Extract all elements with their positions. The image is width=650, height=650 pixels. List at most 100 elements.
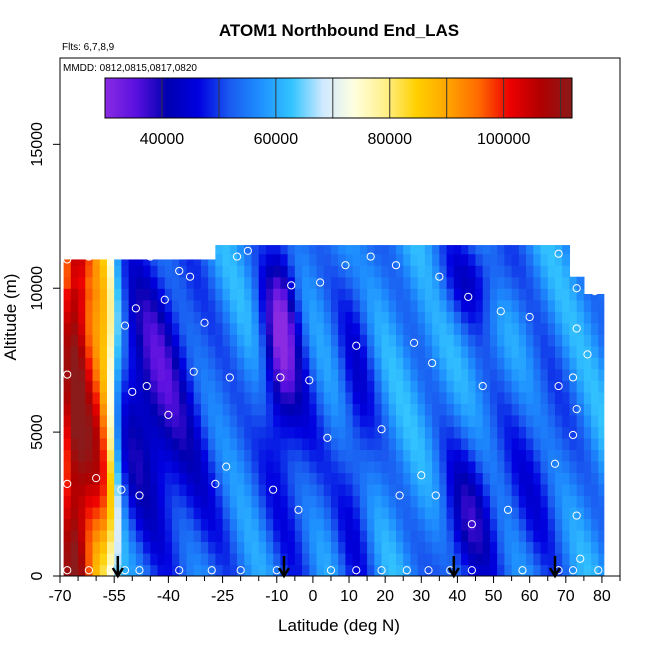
heatmap-cell	[396, 483, 404, 497]
heatmap-cell	[78, 414, 86, 427]
heatmap-cell	[461, 403, 469, 416]
heatmap-cell	[410, 345, 419, 358]
colorbar: 40000 60000 80000 100000	[104, 77, 573, 148]
heatmap-cell	[439, 276, 448, 289]
heatmap-cell	[302, 426, 310, 439]
heatmap-cell	[251, 472, 260, 485]
heatmap-cell	[461, 253, 469, 266]
heatmap-cell	[280, 276, 289, 289]
heatmap-cell	[518, 529, 527, 543]
heatmap-cell	[475, 345, 484, 358]
heatmap-cell	[70, 259, 79, 266]
heatmap-cell	[417, 245, 426, 255]
heatmap-cell	[244, 518, 253, 531]
heatmap-cell	[410, 552, 419, 566]
heatmap-cell	[200, 403, 209, 416]
heatmap-cell	[78, 288, 86, 301]
heatmap-cell	[554, 265, 563, 278]
heatmap-cell	[330, 449, 339, 462]
heatmap-cell	[511, 483, 520, 497]
heatmap-cell	[330, 391, 339, 404]
heatmap-cell	[381, 276, 390, 289]
heatmap-cell	[526, 368, 534, 381]
heatmap-cell	[316, 276, 325, 289]
heatmap-cell	[179, 495, 188, 508]
heatmap-cell	[497, 345, 505, 358]
heatmap-cell	[359, 345, 368, 358]
heatmap-cell	[280, 253, 289, 266]
heatmap-cell	[186, 552, 195, 566]
heatmap-cell	[367, 245, 375, 255]
heatmap-cell	[533, 541, 542, 554]
heatmap-cell	[128, 322, 137, 335]
heatmap-cell	[258, 288, 267, 301]
heatmap-cell	[547, 483, 556, 497]
heatmap-cell	[403, 245, 412, 255]
heatmap-cell	[302, 541, 310, 554]
heatmap-cell	[410, 460, 419, 473]
heatmap-cell	[114, 518, 123, 531]
sample-point	[395, 491, 404, 500]
heatmap-cell	[179, 380, 188, 393]
heatmap-cell	[367, 460, 375, 473]
heatmap-cell	[273, 311, 281, 324]
heatmap-cell	[70, 529, 79, 543]
heatmap-cell	[432, 518, 440, 531]
heatmap-cell	[533, 245, 542, 255]
heatmap-cell	[432, 529, 440, 543]
heatmap-cell	[352, 426, 361, 439]
heatmap-cell	[381, 345, 390, 358]
heatmap-cell	[489, 299, 498, 312]
heatmap-cell	[359, 529, 368, 543]
heatmap-cell	[309, 299, 318, 312]
heatmap-cell	[403, 518, 412, 531]
heatmap-cell	[215, 495, 224, 508]
heatmap-cell	[526, 334, 534, 347]
heatmap-cell	[388, 564, 397, 576]
heatmap-cell	[143, 414, 151, 427]
heatmap-cell	[229, 437, 238, 450]
heatmap-cell	[518, 253, 527, 266]
heatmap-cell	[432, 541, 440, 554]
heatmap-cell	[294, 357, 303, 370]
heatmap-cell	[424, 483, 433, 497]
heatmap-cell	[244, 403, 253, 416]
heatmap-cell	[345, 403, 354, 416]
heatmap-cell	[446, 403, 455, 416]
heatmap-cell	[554, 334, 563, 347]
heatmap-cell	[99, 403, 108, 416]
heatmap-cell	[251, 529, 260, 543]
heatmap-cell	[85, 380, 94, 393]
heatmap-cell	[251, 460, 260, 473]
heatmap-cell	[172, 391, 180, 404]
heatmap-cell	[150, 506, 159, 520]
heatmap-cell	[294, 564, 303, 576]
heatmap-cell	[439, 552, 448, 566]
heatmap-cell	[193, 414, 202, 427]
heatmap-cell	[554, 529, 563, 543]
heatmap-cell	[554, 311, 563, 324]
heatmap-cell	[92, 259, 101, 266]
sample-point	[305, 376, 314, 385]
heatmap-cell	[475, 495, 484, 508]
heatmap-cell	[533, 472, 542, 485]
heatmap-cell	[432, 403, 440, 416]
heatmap-cell	[150, 345, 159, 358]
heatmap-cell	[143, 472, 151, 485]
heatmap-cell	[157, 403, 166, 416]
heatmap-cell	[489, 265, 498, 278]
heatmap-cell	[92, 529, 101, 543]
heatmap-cell	[591, 437, 599, 450]
heatmap-cell	[323, 426, 332, 439]
heatmap-cell	[135, 460, 144, 473]
heatmap-cell	[533, 449, 542, 462]
heatmap-cell	[374, 334, 383, 347]
heatmap-cell	[99, 311, 108, 324]
heatmap-cell	[453, 426, 462, 439]
heatmap-cell	[222, 449, 231, 462]
heatmap-cell	[475, 483, 484, 497]
heatmap-cell	[497, 276, 505, 289]
heatmap-cell	[179, 345, 188, 358]
sample-point	[269, 485, 278, 494]
heatmap-cell	[468, 276, 477, 289]
